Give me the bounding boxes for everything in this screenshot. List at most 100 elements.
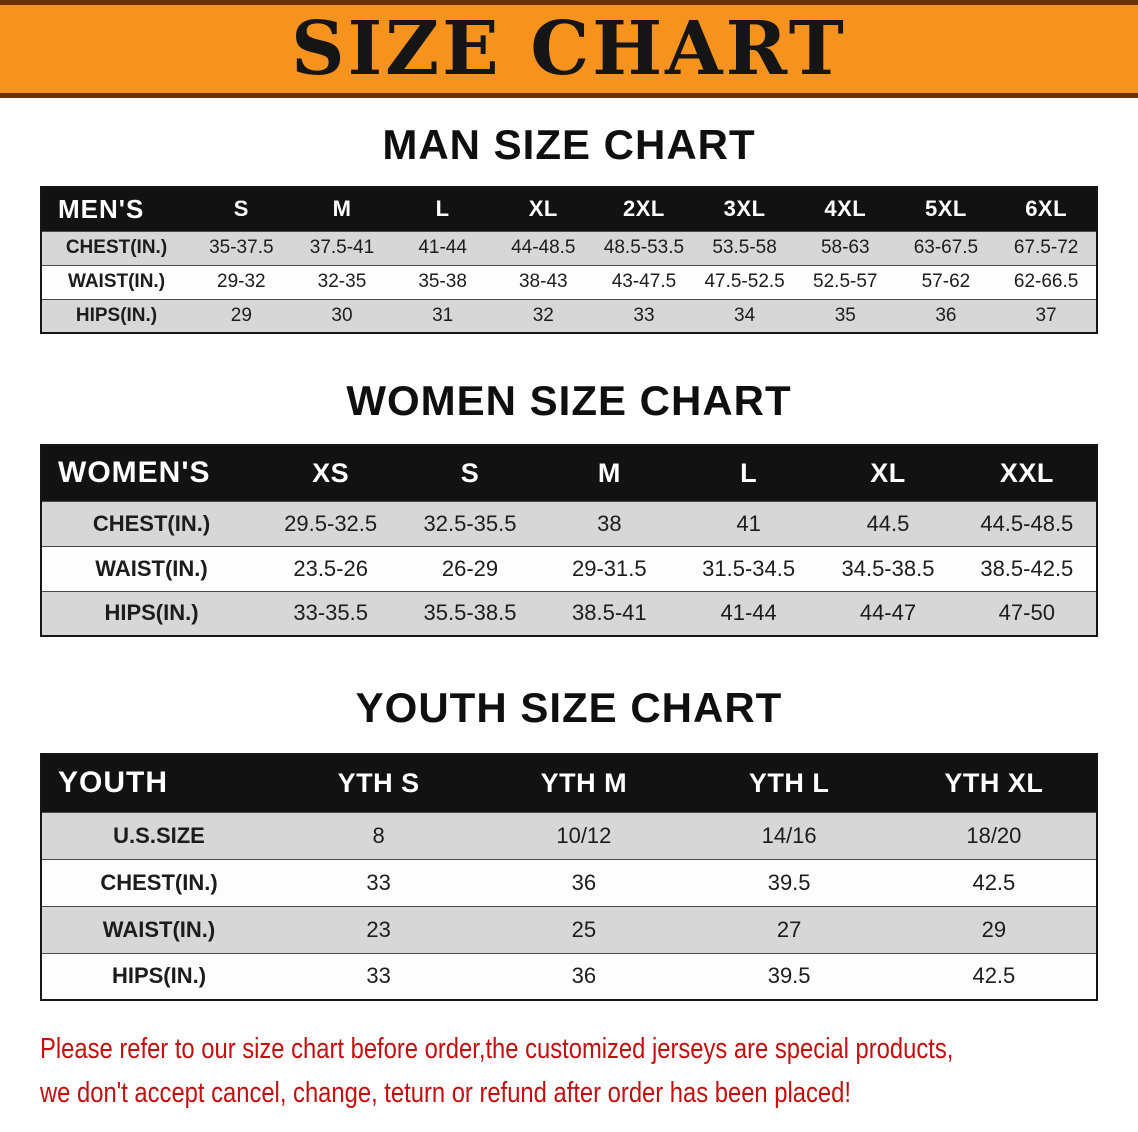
row-label: CHEST(IN.) [41,858,276,906]
size-column-header: S [191,187,292,231]
size-value-cell: 31 [392,298,493,333]
size-value-cell: 35-38 [392,264,493,299]
size-value-cell: 48.5-53.5 [593,230,695,265]
size-value-cell: 8 [276,811,482,859]
size-column-header: S [400,445,540,501]
size-column-header: YTH M [481,754,687,812]
size-value-cell: 34.5-38.5 [818,545,958,591]
size-value-cell: 38 [539,500,679,546]
size-value-cell: 42.5 [891,858,1097,906]
size-column-header: L [678,445,819,501]
measurement-row: CHEST(IN.) 29.5-32.5 32.5-35.5 38 41 44.5 44.5… [41,500,1097,546]
size-value-cell: 38.5-42.5 [957,545,1097,591]
size-value-cell: 33 [593,298,695,333]
size-value-cell: 32.5-35.5 [400,500,540,546]
disclaimer-line-1: Please refer to our size chart before or… [40,1033,954,1065]
size-value-cell: 63-67.5 [895,230,997,265]
size-value-cell: 58-63 [794,230,896,265]
size-column-header: 5XL [895,187,997,231]
size-column-header: M [539,445,679,501]
size-value-cell: 44.5-48.5 [957,500,1097,546]
size-value-cell: 42.5 [891,952,1097,1000]
row-label: HIPS(IN.) [41,590,261,636]
size-value-cell: 26-29 [400,545,540,591]
size-value-cell: 44-48.5 [492,230,594,265]
size-value-cell: 39.5 [686,952,892,1000]
table-name-cell: YOUTH [41,754,276,812]
size-value-cell: 27 [686,905,892,953]
measurement-row: HIPS(IN.) 33 36 39.5 42.5 [41,952,1097,1000]
size-value-cell: 35-37.5 [191,230,292,265]
size-value-cell: 53.5-58 [694,230,795,265]
row-label: WAIST(IN.) [41,264,191,299]
size-chart-title: SIZE CHART [291,6,847,92]
size-value-cell: 41 [678,500,819,546]
size-value-cell: 35 [794,298,896,333]
size-value-cell: 38.5-41 [539,590,679,636]
size-value-cell: 18/20 [891,811,1097,859]
table-header-row: WOMEN'S XS S M L XL XXL [41,445,1097,501]
size-column-header: YTH L [686,754,892,812]
size-chart-banner: SIZE CHART [0,0,1138,98]
size-value-cell: 25 [481,905,687,953]
size-column-header: XL [492,187,594,231]
size-column-header: YTH S [276,754,482,812]
measurement-row: WAIST(IN.) 29-32 32-35 35-38 38-43 43-47.5 47.… [41,264,1097,299]
row-label: HIPS(IN.) [41,952,276,1000]
size-value-cell: 23 [276,905,482,953]
size-value-cell: 29-32 [191,264,292,299]
table-name-cell: MEN'S [41,187,191,231]
disclaimer-line-2: we don't accept cancel, change, teturn o… [40,1077,851,1109]
measurement-row: HIPS(IN.) 29 30 31 32 33 34 35 36 37 [41,298,1097,333]
size-value-cell: 52.5-57 [794,264,896,299]
size-column-header: M [291,187,393,231]
row-label: U.S.SIZE [41,811,276,859]
size-value-cell: 44-47 [818,590,958,636]
size-value-cell: 38-43 [492,264,594,299]
row-label: CHEST(IN.) [41,500,261,546]
man-size-chart-heading: MAN SIZE CHART [382,121,756,168]
size-value-cell: 32 [492,298,594,333]
size-value-cell: 44.5 [818,500,958,546]
row-label: HIPS(IN.) [41,298,191,333]
size-column-header: 4XL [794,187,896,231]
size-column-header: 3XL [694,187,795,231]
men-size-table: MEN'S S M L XL 2XL 3XL 4XL 5XL 6XL CHEST(IN.) 35-37… [40,186,1098,334]
size-value-cell: 29.5-32.5 [261,500,401,546]
size-value-cell: 43-47.5 [593,264,695,299]
size-value-cell: 29 [891,905,1097,953]
size-value-cell: 31.5-34.5 [678,545,819,591]
table-header-row: YOUTH YTH S YTH M YTH L YTH XL [41,754,1097,812]
size-value-cell: 29-31.5 [539,545,679,591]
size-column-header: L [392,187,493,231]
youth-size-table: YOUTH YTH S YTH M YTH L YTH XL U.S.SIZE 8 10/12… [40,753,1098,1001]
size-value-cell: 62-66.5 [996,264,1097,299]
measurement-row: U.S.SIZE 8 10/12 14/16 18/20 [41,811,1097,859]
size-value-cell: 35.5-38.5 [400,590,540,636]
disclaimer-note: Please refer to our size chart before or… [40,1027,1138,1115]
size-value-cell: 33 [276,858,482,906]
measurement-row: CHEST(IN.) 33 36 39.5 42.5 [41,858,1097,906]
size-value-cell: 37.5-41 [291,230,393,265]
table-header-row: MEN'S S M L XL 2XL 3XL 4XL 5XL 6XL [41,187,1097,231]
size-value-cell: 23.5-26 [261,545,401,591]
size-value-cell: 33-35.5 [261,590,401,636]
size-value-cell: 33 [276,952,482,1000]
size-value-cell: 57-62 [895,264,997,299]
size-value-cell: 10/12 [481,811,687,859]
size-value-cell: 36 [481,858,687,906]
measurement-row: WAIST(IN.) 23.5-26 26-29 29-31.5 31.5-34.5 34… [41,545,1097,591]
size-value-cell: 39.5 [686,858,892,906]
size-value-cell: 32-35 [291,264,393,299]
row-label: WAIST(IN.) [41,545,261,591]
size-value-cell: 14/16 [686,811,892,859]
size-column-header: YTH XL [891,754,1097,812]
size-column-header: 2XL [593,187,695,231]
size-value-cell: 34 [694,298,795,333]
size-column-header: XL [818,445,958,501]
size-column-header: XS [261,445,401,501]
size-value-cell: 30 [291,298,393,333]
size-value-cell: 41-44 [392,230,493,265]
row-label: CHEST(IN.) [41,230,191,265]
